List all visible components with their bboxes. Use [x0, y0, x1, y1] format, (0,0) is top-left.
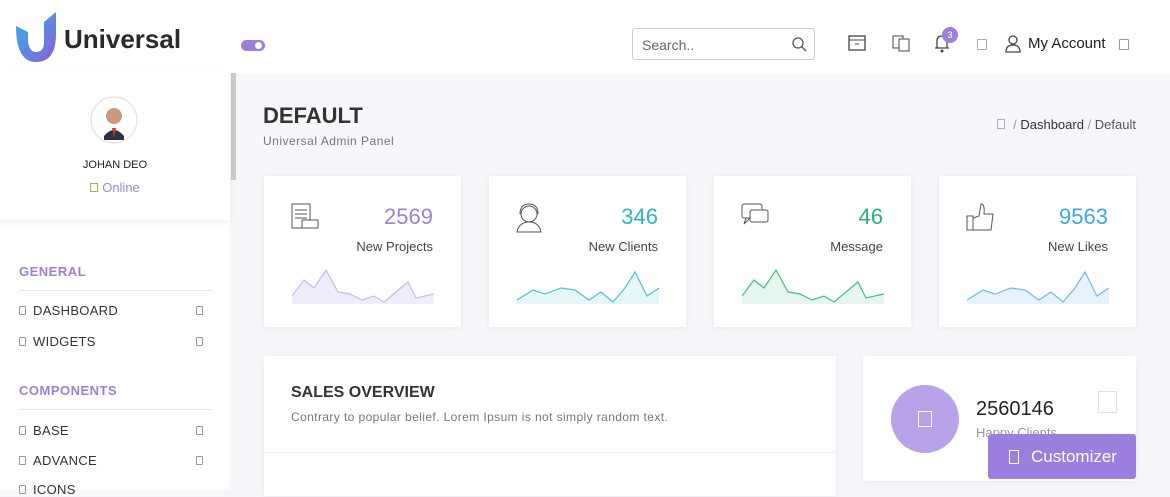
account-menu[interactable]: My Account [1028, 35, 1106, 52]
customizer-label: Customizer [1031, 447, 1117, 466]
translate-icon[interactable] [892, 34, 910, 52]
chevron [196, 306, 203, 315]
clients-icon [891, 385, 959, 453]
breadcrumb: / Dashboard / Default [997, 117, 1136, 132]
card-icon [741, 203, 769, 225]
icon-placeholder [1119, 39, 1129, 50]
chevron [196, 337, 203, 346]
menu-label: ICONS [33, 482, 76, 497]
customizer-button[interactable]: Customizer [988, 434, 1136, 479]
sparkline [967, 270, 1109, 304]
divider [19, 290, 212, 291]
search-placeholder: Search.. [642, 37, 695, 53]
card-icon [516, 203, 542, 233]
logo [16, 12, 56, 62]
page-title: DEFAULT [263, 103, 363, 128]
scrollbar[interactable] [231, 73, 236, 180]
card-icon [966, 203, 994, 231]
brand: Universal [64, 24, 182, 54]
breadcrumb-item: Default [1094, 117, 1136, 132]
menu-item[interactable]: BASE [19, 423, 69, 438]
stat-card: 46 Message [714, 176, 911, 327]
icon-placeholder [1098, 391, 1117, 413]
divider [264, 452, 836, 453]
stat-label: New Projects [356, 239, 433, 254]
menu-item[interactable]: WIDGETS [19, 334, 96, 349]
sidebar: JOHAN DEO Online GENERAL DASHBOARD WIDGE… [0, 73, 230, 497]
stat-value: 46 [858, 204, 883, 229]
notification-badge: 3 [942, 27, 958, 43]
avatar [90, 96, 138, 144]
stat-card: 346 New Clients [489, 176, 686, 327]
stat-value: 9563 [1059, 204, 1108, 229]
menu-label: ADVANCE [33, 453, 97, 468]
chevron [196, 456, 203, 465]
search-box[interactable]: Search.. [632, 28, 815, 60]
menu-label: WIDGETS [33, 334, 96, 349]
menu-label: DASHBOARD [33, 303, 119, 318]
icon-placeholder [977, 39, 987, 50]
archive-icon[interactable] [848, 34, 866, 52]
status-text: Online [102, 180, 140, 195]
sparkline [517, 270, 659, 304]
user-name: JOHAN DEO [82, 159, 148, 171]
sidebar-toggle[interactable] [241, 40, 265, 51]
sparkline [292, 268, 434, 304]
stat-card: 2569 New Projects [264, 176, 461, 327]
menu-item[interactable]: ICONS [19, 482, 76, 497]
stat-label: New Clients [588, 239, 658, 254]
stat-card: 9563 New Likes [939, 176, 1136, 327]
card-title: SALES OVERVIEW [291, 384, 435, 401]
user-icon [1005, 35, 1021, 53]
menu-item[interactable]: ADVANCE [19, 453, 97, 468]
page-subtitle: Universal Admin Panel [263, 134, 395, 148]
breadcrumb-item[interactable]: Dashboard [1020, 117, 1084, 132]
menu-section: COMPONENTS [19, 383, 118, 398]
user-status: Online [0, 180, 230, 195]
chevron [196, 426, 203, 435]
search-icon [792, 37, 807, 52]
stat-value: 2569 [384, 204, 433, 229]
sales-card: SALES OVERVIEW Contrary to popular belie… [264, 356, 836, 496]
card-subtitle: Contrary to popular belief. Lorem Ipsum … [291, 410, 669, 424]
stat-value: 346 [621, 204, 658, 229]
menu-label: BASE [33, 423, 69, 438]
top-bar: Universal Search.. 3 My Account [0, 0, 1170, 73]
clients-value: 2560146 [976, 398, 1054, 420]
sparkline [742, 268, 884, 304]
stat-label: New Likes [1048, 239, 1108, 254]
card-icon [291, 203, 319, 229]
menu-section: GENERAL [19, 264, 87, 279]
menu-item[interactable]: DASHBOARD [19, 303, 118, 318]
divider [19, 409, 212, 410]
profile: JOHAN DEO Online [0, 73, 230, 220]
stat-label: Message [830, 239, 883, 254]
